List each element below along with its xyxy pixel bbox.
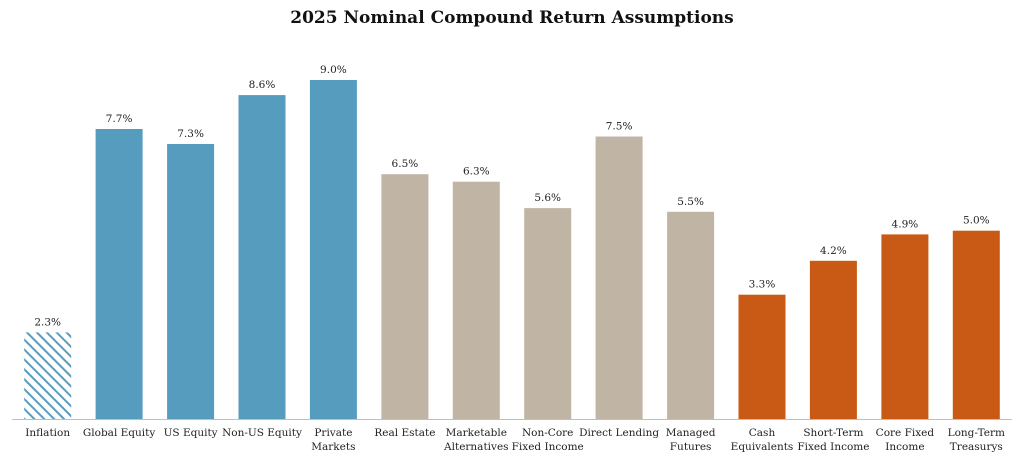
bar-13 xyxy=(952,230,1000,419)
value-label-2: 7.3% xyxy=(177,128,204,140)
value-label-7: 5.6% xyxy=(534,192,561,204)
category-label-5: Real Estate xyxy=(374,427,435,439)
bar-3 xyxy=(238,95,286,419)
category-label-line: Futures xyxy=(670,441,712,453)
category-label-13: Long-Term Treasurys xyxy=(948,427,1005,453)
category-label-line: Core Fixed xyxy=(876,427,935,439)
bar-1 xyxy=(95,129,143,419)
category-label-2: US Equity xyxy=(164,427,218,439)
bar-2 xyxy=(167,144,215,419)
category-label-line: Managed xyxy=(666,427,716,439)
bar-6 xyxy=(452,181,500,419)
value-label-11: 4.2% xyxy=(820,245,847,257)
bars-group xyxy=(24,80,1000,419)
bar-12 xyxy=(881,234,929,419)
category-label-line: Marketable xyxy=(446,427,507,439)
category-label-line: Non-Core xyxy=(522,427,573,439)
value-label-9: 5.5% xyxy=(677,196,704,208)
value-label-0: 2.3% xyxy=(34,316,61,328)
category-label-8: Direct Lending xyxy=(579,427,659,439)
value-label-6: 6.3% xyxy=(463,166,490,178)
bar-11 xyxy=(809,260,857,419)
value-label-3: 8.6% xyxy=(249,79,276,91)
category-label-0: Inflation xyxy=(25,427,70,439)
category-label-line: Long-Term xyxy=(948,427,1005,439)
category-label-9: Managed Futures xyxy=(666,427,716,453)
bar-7 xyxy=(524,208,572,419)
category-label-line: Fixed Income xyxy=(512,441,584,453)
category-label-line: Global Equity xyxy=(83,427,155,439)
category-label-7: Non-Core Fixed Income xyxy=(512,427,584,453)
value-label-10: 3.3% xyxy=(749,279,776,291)
bar-8 xyxy=(595,136,643,419)
category-label-line: Income xyxy=(885,441,924,453)
category-label-line: Short-Term xyxy=(803,427,863,439)
category-labels-group: Inflation Global Equity US Equity Non-US Eq… xyxy=(25,427,1005,453)
category-label-line: Private xyxy=(314,427,352,439)
value-label-1: 7.7% xyxy=(106,113,133,125)
category-label-line: Markets xyxy=(311,441,355,453)
category-label-line: Equivalents xyxy=(731,441,794,453)
category-label-12: Core Fixed Income xyxy=(876,427,935,453)
value-label-5: 6.5% xyxy=(392,158,419,170)
bar-0 xyxy=(24,332,72,419)
value-label-4: 9.0% xyxy=(320,64,347,76)
category-label-3: Non-US Equity xyxy=(222,427,302,439)
bar-10 xyxy=(738,294,786,419)
category-label-line: Real Estate xyxy=(374,427,435,439)
category-label-6: Marketable Alternatives xyxy=(443,427,509,453)
category-label-line: Fixed Income xyxy=(797,441,869,453)
category-label-line: Alternatives xyxy=(443,441,509,453)
category-label-line: Direct Lending xyxy=(579,427,659,439)
category-label-4: Private Markets xyxy=(311,427,355,453)
category-label-10: Cash Equivalents xyxy=(731,427,794,453)
value-label-8: 7.5% xyxy=(606,121,633,133)
category-label-11: Short-Term Fixed Income xyxy=(797,427,869,453)
value-labels-group: 2.3% 7.7% 7.3% 8.6% 9.0% 6.5% 6.3% 5.6% 7.5% 5.5%… xyxy=(34,64,989,328)
bar-5 xyxy=(381,174,429,419)
category-label-line: Treasurys xyxy=(950,441,1003,453)
value-label-12: 4.9% xyxy=(892,218,919,230)
category-label-1: Global Equity xyxy=(83,427,155,439)
category-label-line: Inflation xyxy=(25,427,70,439)
category-label-line: Non-US Equity xyxy=(222,427,302,439)
bar-4 xyxy=(309,80,357,419)
value-label-13: 5.0% xyxy=(963,215,990,227)
category-label-line: US Equity xyxy=(164,427,218,439)
category-label-line: Cash xyxy=(749,427,776,439)
chart-title: 2025 Nominal Compound Return Assumptions xyxy=(290,8,734,28)
bar-9 xyxy=(667,211,715,419)
